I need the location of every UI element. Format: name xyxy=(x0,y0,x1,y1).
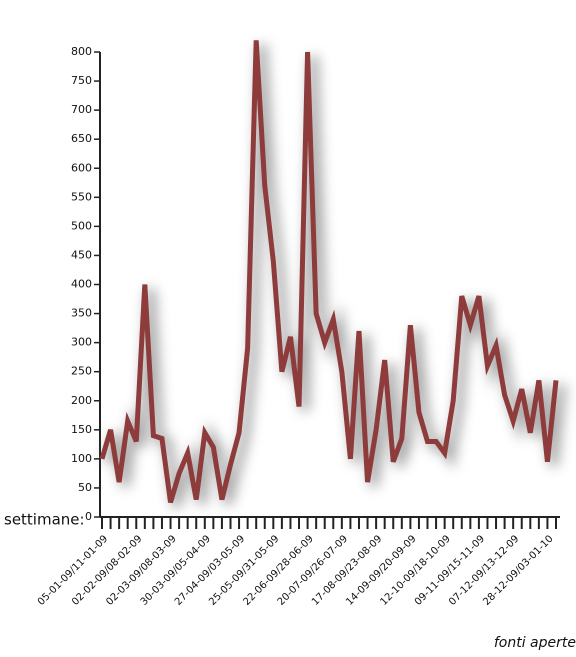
y-tick-label: 100 xyxy=(71,452,92,465)
y-tick-label: 800 xyxy=(71,45,92,58)
y-tick-label: 450 xyxy=(71,248,92,261)
y-tick-label: 500 xyxy=(71,219,92,232)
y-tick-label: 650 xyxy=(71,132,92,145)
y-tick-label: 50 xyxy=(78,481,92,494)
y-tick-label: 0 xyxy=(85,510,92,523)
y-tick-label: 150 xyxy=(71,423,92,436)
source: fonti aperte xyxy=(494,635,576,651)
x-tick-label: 28-12-09/03-01-10 xyxy=(481,533,555,607)
y-tick-label: 250 xyxy=(71,365,92,378)
x-axis-label: settimane: xyxy=(4,511,85,529)
line xyxy=(99,40,559,504)
line-shadow xyxy=(103,44,567,508)
y-tick-label: 400 xyxy=(71,278,92,291)
y-tick-label: 300 xyxy=(71,336,92,349)
y-tick-label: 350 xyxy=(71,307,92,320)
y-tick-label: 600 xyxy=(71,161,92,174)
y-tick-label: 550 xyxy=(71,190,92,203)
y-tick-label: 700 xyxy=(71,103,92,116)
y-tick-label: 200 xyxy=(71,394,92,407)
y-tick-label: 750 xyxy=(71,74,92,87)
